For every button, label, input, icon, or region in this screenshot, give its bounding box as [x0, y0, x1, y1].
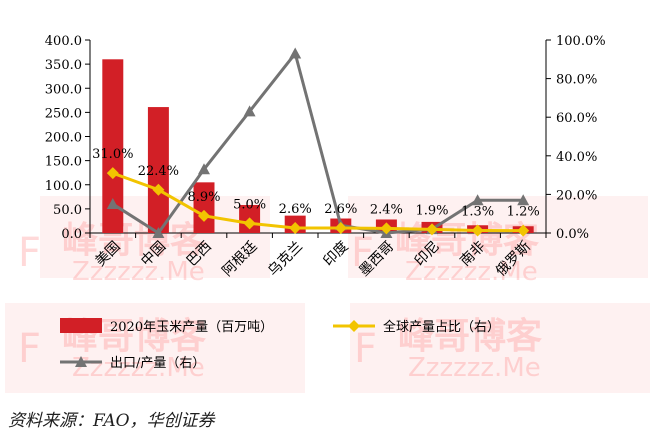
legend-bar-swatch — [60, 318, 102, 333]
bar — [147, 107, 169, 233]
share-data-label: 1.3% — [461, 204, 494, 219]
share-data-label: 2.4% — [370, 202, 403, 217]
legend-export-marker — [75, 356, 87, 367]
export-ratio-point — [152, 227, 165, 238]
export-ratio-point — [243, 105, 256, 117]
legend-export-label: 出口/产量（右） — [110, 356, 205, 371]
left-tick-label: 350.0 — [45, 58, 82, 73]
left-tick-label: 100.0 — [45, 179, 82, 194]
category-label: 乌克兰 — [265, 239, 306, 280]
bar — [102, 59, 124, 233]
watermark-band — [348, 196, 648, 278]
right-tick-label: 40.0% — [556, 150, 597, 165]
watermark-band — [5, 303, 305, 393]
watermark-letter: F — [18, 326, 41, 372]
left-tick-label: 200.0 — [45, 131, 82, 146]
right-tick-label: 20.0% — [556, 188, 597, 203]
share-point — [517, 224, 530, 237]
export-ratio-point — [517, 194, 530, 206]
share-data-label: 22.4% — [138, 164, 179, 179]
share-point — [152, 183, 165, 196]
watermark-letter: F — [354, 326, 377, 372]
left-tick-label: 300.0 — [45, 82, 82, 97]
share-data-label: 31.0% — [92, 147, 133, 162]
share-data-label: 2.6% — [324, 202, 357, 217]
export-ratio-point — [289, 47, 302, 59]
share-data-label: 1.9% — [415, 203, 448, 218]
share-data-label: 5.0% — [233, 197, 266, 212]
series-line — [112, 171, 524, 233]
watermark-url: Zzzzzz.Me — [72, 257, 205, 287]
watermark-letter: F — [18, 230, 41, 276]
right-tick-label: 100.0% — [556, 34, 606, 49]
share-point — [243, 217, 256, 230]
watermark-title: 峰哥博客 — [62, 220, 206, 261]
share-point — [106, 167, 119, 180]
left-tick-label: 400.0 — [45, 34, 82, 49]
share-data-label: 1.2% — [507, 205, 540, 220]
watermark-url: Zzzzzz.Me — [408, 353, 541, 383]
watermark-url: Zzzzzz.Me — [405, 257, 538, 287]
left-tick-label: 50.0 — [53, 203, 82, 218]
share-data-label: 8.9% — [187, 190, 220, 205]
share-point — [334, 221, 347, 234]
right-tick-label: 80.0% — [556, 73, 597, 88]
left-tick-label: 0.0 — [61, 227, 82, 242]
legend-share-label: 全球产量占比（右） — [383, 319, 500, 335]
category-label: 印度 — [321, 239, 352, 270]
source-note: 资料来源：FAO，华创证券 — [8, 411, 215, 431]
watermark-url: Zzzzzz.Me — [72, 353, 205, 383]
left-tick-label: 150.0 — [45, 155, 82, 170]
share-point — [471, 224, 484, 237]
data-labels: 31.0% 22.4% 8.9% 5.0% 2.6% 2.6% 2.4% 1.9% 1.3% 1.… — [92, 147, 540, 220]
share-point — [289, 221, 302, 234]
bar — [193, 182, 215, 233]
export-ratio-point — [471, 194, 484, 206]
export-ratio-point — [106, 198, 119, 210]
share-point — [426, 223, 438, 236]
legend-share-marker — [348, 320, 360, 332]
watermark-band — [350, 303, 650, 393]
right-tick-label: 0.0% — [556, 227, 589, 242]
line-series — [106, 47, 530, 238]
watermark-title: 峰哥博客 — [398, 316, 542, 357]
share-data-label: 2.6% — [279, 202, 312, 217]
legend-bar-label: 2020年玉米产量（百万吨） — [110, 320, 273, 335]
left-tick-label: 250.0 — [45, 106, 82, 121]
export-ratio-point — [198, 163, 210, 175]
legend: 2020年玉米产量（百万吨） 全球产量占比（右） 出口/产量（右） — [60, 318, 500, 371]
share-point — [380, 222, 393, 235]
right-tick-label: 60.0% — [556, 111, 597, 126]
share-point — [198, 209, 210, 222]
watermark-letter: F — [351, 230, 374, 276]
